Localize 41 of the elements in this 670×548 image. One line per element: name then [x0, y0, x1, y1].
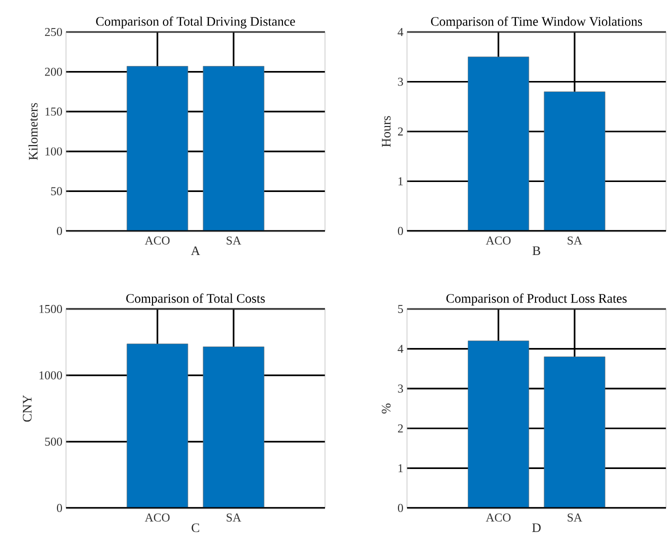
x-tick-label: SA	[226, 514, 242, 522]
y-tick-label: 2	[398, 424, 403, 432]
y-tick-label: 500	[45, 438, 62, 446]
x-axis-title: B	[532, 246, 540, 255]
y-axis-title: Hours	[382, 116, 391, 147]
chart-title: Comparison of Product Loss Rates	[446, 294, 627, 306]
y-tick-label: 1500	[40, 304, 62, 314]
y-axis-title: CNY	[22, 395, 32, 422]
y-tick-label: 5	[398, 305, 404, 313]
y-tick-label: 1	[398, 464, 403, 472]
y-tick-label: 3	[398, 78, 404, 86]
y-tick-label: 150	[46, 108, 62, 116]
y-tick-label: 250	[45, 28, 62, 36]
y-tick-label: 3	[398, 384, 404, 393]
y-tick-label: 0	[56, 504, 62, 512]
y-axis-title: Kilometers	[28, 103, 38, 160]
y-tick-label: 100	[46, 147, 62, 156]
y-tick-label: 1000	[40, 371, 62, 380]
x-axis-title: C	[192, 523, 200, 532]
x-tick-label: ACO	[144, 236, 170, 245]
y-tick-label: 0	[398, 504, 404, 512]
chart-title: Comparison of Time Window Violations	[431, 16, 642, 28]
y-tick-label: 4	[398, 28, 404, 36]
x-tick-label: ACO	[486, 514, 511, 522]
y-tick-label: 1	[398, 177, 403, 186]
y-tick-label: 0	[398, 226, 404, 236]
x-tick-label: SA	[568, 514, 582, 522]
x-tick-label: SA	[226, 236, 242, 245]
y-tick-label: 4	[398, 344, 404, 353]
x-axis-title: A	[190, 246, 200, 256]
x-tick-label: ACO	[144, 514, 170, 522]
x-tick-label: SA	[568, 236, 582, 245]
chart-title: Comparison of Total Costs	[126, 294, 265, 306]
chart-title: Comparison of Total Driving Distance	[96, 16, 295, 28]
y-tick-label: 50	[51, 187, 62, 196]
x-tick-label: ACO	[486, 236, 511, 245]
y-tick-label: 200	[45, 68, 62, 76]
x-axis-title: D	[532, 523, 541, 532]
y-axis-title: %	[382, 404, 391, 414]
y-tick-label: 0	[56, 226, 62, 236]
y-tick-label: 2	[398, 128, 403, 136]
